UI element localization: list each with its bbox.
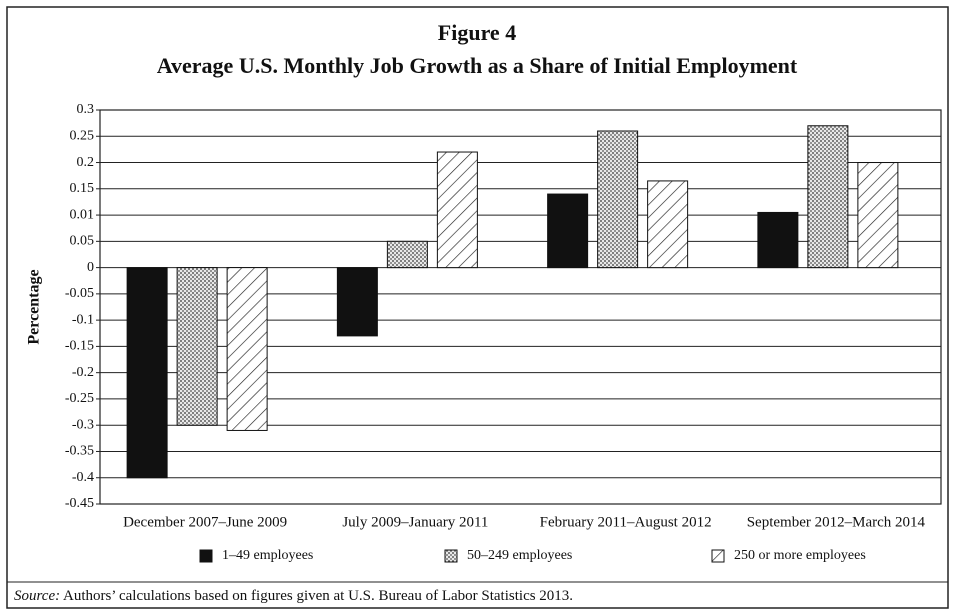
y-tick-label: 0.2: [77, 155, 95, 170]
bar: [857, 162, 899, 269]
chart-title: Figure 4: [438, 20, 516, 45]
y-tick-label: 0.05: [70, 234, 95, 249]
bar: [386, 240, 428, 269]
y-tick-label: -0.1: [72, 312, 94, 327]
bar: [226, 267, 268, 431]
bar: [807, 125, 849, 269]
y-axis-label: Percentage: [26, 269, 43, 344]
chart-subtitle: Average U.S. Monthly Job Growth as a Sha…: [157, 53, 798, 78]
y-tick-label: 0.01: [70, 207, 95, 222]
bar: [176, 267, 218, 426]
bar: [436, 151, 478, 269]
y-tick-label: -0.3: [72, 417, 94, 432]
x-tick-label: July 2009–January 2011: [342, 514, 488, 530]
legend-label: 50–249 employees: [467, 548, 572, 563]
legend-label: 250 or more employees: [734, 548, 866, 563]
x-tick-label: February 2011–August 2012: [540, 514, 712, 530]
source-text: Authors’ calculations based on figures g…: [63, 588, 573, 604]
bar: [597, 130, 639, 269]
y-tick-label: -0.35: [65, 444, 94, 459]
y-tick-label: 0.25: [70, 128, 95, 143]
legend-swatch: [444, 549, 458, 563]
y-tick-label: 0.15: [70, 181, 95, 196]
source-label: Source:: [14, 588, 60, 604]
x-tick-label: December 2007–June 2009: [123, 514, 287, 530]
y-tick-label: -0.25: [65, 391, 94, 406]
bar: [336, 267, 378, 337]
bar: [126, 267, 168, 479]
y-tick-label: -0.15: [65, 339, 94, 354]
y-tick-label: -0.45: [65, 496, 94, 511]
y-tick-label: 0: [87, 260, 94, 275]
legend-swatch: [711, 549, 725, 563]
legend-swatch: [199, 549, 213, 563]
y-tick-label: -0.05: [65, 286, 94, 301]
y-tick-label: -0.4: [72, 470, 94, 485]
plot-frame: [99, 109, 942, 505]
y-tick-label: -0.2: [72, 365, 94, 380]
bar: [647, 180, 689, 269]
legend-label: 1–49 employees: [222, 548, 313, 563]
x-tick-label: September 2012–March 2014: [747, 514, 926, 530]
bar: [757, 211, 799, 269]
y-tick-label: 0.3: [77, 102, 95, 117]
source: Source: Authors’ calculations based on f…: [14, 588, 573, 604]
frame: [6, 6, 949, 609]
bar: [547, 193, 589, 269]
